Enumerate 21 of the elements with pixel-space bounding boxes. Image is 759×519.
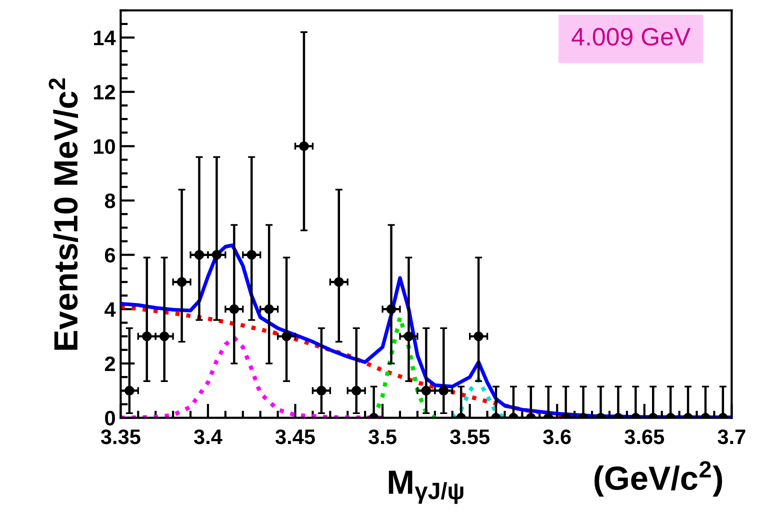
y-tick-label: 6 bbox=[104, 248, 116, 263]
x-tick-label: 3.4 bbox=[194, 429, 222, 444]
y-tick-label: 2 bbox=[104, 356, 115, 372]
y-axis-title: Events/10 MeV/c$^{2}$ bbox=[48, 78, 78, 350]
y-tick-label: 14 bbox=[94, 30, 116, 46]
y-tick-label: 0 bbox=[105, 410, 115, 426]
x-tick-label: 3.65 bbox=[624, 429, 664, 444]
annotation: 4.009 GeV bbox=[572, 28, 691, 46]
y-tick-label: 8 bbox=[104, 194, 116, 208]
x-tick-label: 3.45 bbox=[275, 429, 315, 444]
x-tick-label: 3.5 bbox=[368, 429, 396, 444]
x-axis-title: M$_{γJ/ψ}$ bbox=[388, 470, 464, 504]
line-series bbox=[450, 378, 507, 418]
y-tick-label: 4 bbox=[104, 302, 116, 317]
x-tick-label: 3.6 bbox=[543, 429, 571, 444]
x-tick-label: 3.7 bbox=[718, 429, 746, 444]
y-tick-label: 12 bbox=[94, 84, 115, 100]
y-tick-label: 10 bbox=[94, 139, 115, 154]
text: (GeV/c$^{2}$) bbox=[594, 461, 722, 497]
x-tick-label: 3.55 bbox=[450, 429, 490, 444]
x-tick-label: 3.35 bbox=[100, 429, 140, 444]
